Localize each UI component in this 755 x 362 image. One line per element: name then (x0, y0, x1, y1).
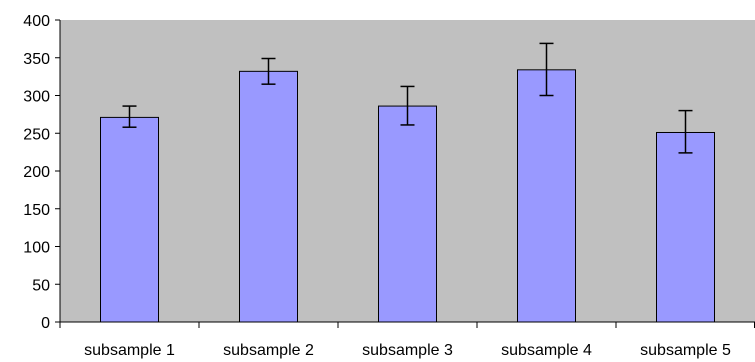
y-tick-label: 150 (23, 202, 50, 219)
y-tick-label: 100 (23, 240, 50, 257)
x-category-label: subsample 4 (501, 342, 592, 359)
y-tick-label: 0 (41, 315, 50, 332)
bar (378, 105, 437, 323)
x-category-label: subsample 3 (362, 342, 453, 359)
x-category-label: subsample 1 (84, 342, 175, 359)
y-tick-label: 400 (23, 13, 50, 30)
error-bars (122, 42, 693, 154)
bars (100, 69, 715, 323)
y-axis: 0 50 100 150 200 250 300 350 400 (23, 13, 61, 332)
bar (100, 116, 159, 323)
bar (517, 69, 576, 323)
y-tick-label: 350 (23, 51, 50, 68)
y-tick-label: 200 (23, 164, 50, 181)
y-tick-label: 250 (23, 126, 50, 143)
y-tick-label: 300 (23, 89, 50, 106)
y-tick-label: 50 (32, 277, 50, 294)
bar (656, 131, 715, 323)
x-category-label: subsample 2 (223, 342, 314, 359)
bar (239, 70, 298, 323)
x-axis: subsample 1 subsample 2 subsample 3 subsamp… (59, 321, 755, 359)
x-category-label: subsample 5 (640, 342, 731, 359)
